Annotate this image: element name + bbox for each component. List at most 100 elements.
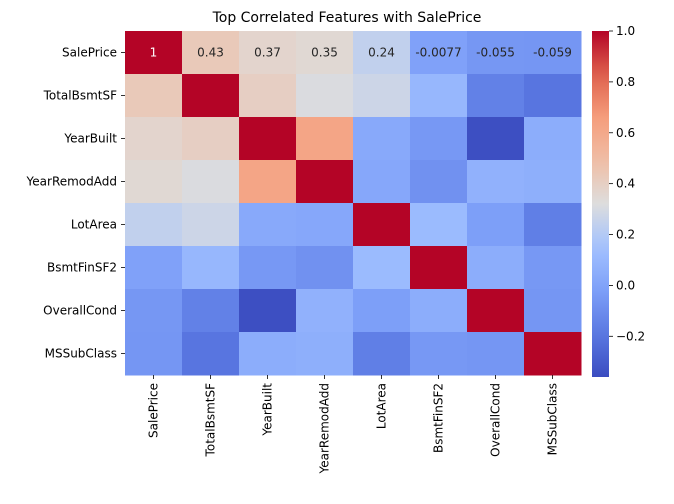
heatmap-cell <box>410 74 468 118</box>
heatmap-cell <box>239 289 297 333</box>
cell-annotation: -0.055 <box>476 46 515 60</box>
heatmap-cell <box>410 160 468 204</box>
cell-annotations: 1 0.43 0.37 0.35 0.24 -0.0077 -0.055 -0.059 <box>150 46 572 60</box>
heatmap-cell <box>410 246 468 290</box>
heatmap-cell <box>296 160 354 204</box>
heatmap-cell <box>467 160 525 204</box>
heatmap-cell <box>524 117 582 161</box>
heatmap-cell <box>296 203 354 247</box>
cell-annotation: 0.43 <box>197 46 224 60</box>
cell-annotation: 1 <box>150 46 158 60</box>
heatmap-cell <box>467 117 525 161</box>
colorbar-tick-label: 1.0 <box>616 24 635 38</box>
colorbar-tick-label: −0.2 <box>616 329 645 343</box>
x-axis-tick-labels: SalePrice TotalBsmtSF YearBuilt YearRemodAd… <box>147 375 560 474</box>
heatmap-cell <box>239 160 297 204</box>
heatmap-cell <box>467 332 525 376</box>
chart-title: Top Correlated Features with SalePrice <box>212 10 482 26</box>
heatmap-cell <box>239 203 297 247</box>
heatmap-cell <box>524 31 582 75</box>
heatmap-cell <box>353 246 411 290</box>
heatmap-cell <box>296 117 354 161</box>
heatmap-cell <box>182 160 240 204</box>
heatmap-cell <box>467 246 525 290</box>
y-axis-tick-labels: SalePrice TotalBsmtSF YearBuilt YearRemodAd… <box>26 46 125 361</box>
colorbar-tick-labels: 1.0 0.8 0.6 0.4 0.2 0.0 −0.2 <box>609 24 645 343</box>
colorbar-tick-label: 0.6 <box>616 126 635 140</box>
heatmap-cell <box>353 74 411 118</box>
heatmap-cell <box>296 332 354 376</box>
heatmap-cell <box>467 289 525 333</box>
heatmap-cell <box>353 31 411 75</box>
heatmap-cell <box>410 332 468 376</box>
x-tick-label: OverallCond <box>489 383 503 457</box>
heatmap-cell <box>524 74 582 118</box>
heatmap-cell <box>524 289 582 333</box>
heatmap-cell <box>353 332 411 376</box>
cell-annotation: -0.0077 <box>415 46 461 60</box>
cell-annotation: -0.059 <box>533 46 572 60</box>
colorbar-tick-label: 0.2 <box>616 228 635 242</box>
heatmap-cell <box>239 246 297 290</box>
x-tick-label: LotArea <box>375 383 389 429</box>
heatmap-cell <box>125 246 183 290</box>
x-tick-label: TotalBsmtSF <box>204 383 218 458</box>
x-tick-label: YearBuilt <box>261 383 275 437</box>
heatmap-cells <box>125 31 582 376</box>
heatmap-cell <box>239 74 297 118</box>
y-tick-label: BsmtFinSF2 <box>47 261 117 275</box>
y-tick-label: LotArea <box>71 218 117 232</box>
heatmap-cell <box>296 31 354 75</box>
heatmap-cell <box>353 203 411 247</box>
heatmap-cell <box>239 332 297 376</box>
y-tick-label: MSSubClass <box>45 347 117 361</box>
colorbar-tick-label: 0.0 <box>616 278 635 292</box>
cell-annotation: 0.24 <box>368 46 395 60</box>
heatmap-cell <box>467 74 525 118</box>
heatmap-cell <box>467 31 525 75</box>
heatmap-cell <box>410 117 468 161</box>
heatmap-cell <box>524 160 582 204</box>
heatmap-cell <box>125 160 183 204</box>
x-tick-label: BsmtFinSF2 <box>432 383 446 453</box>
cell-annotation: 0.37 <box>254 46 281 60</box>
heatmap-cell <box>410 203 468 247</box>
y-tick-label: TotalBsmtSF <box>43 89 118 103</box>
heatmap-cell <box>182 117 240 161</box>
heatmap-cell <box>467 203 525 247</box>
cell-annotation: 0.35 <box>311 46 338 60</box>
y-tick-label: YearBuilt <box>63 132 117 146</box>
heatmap-cell <box>353 160 411 204</box>
heatmap-cell <box>296 246 354 290</box>
heatmap-cell <box>182 31 240 75</box>
x-tick-label: MSSubClass <box>546 383 560 455</box>
heatmap-cell <box>125 117 183 161</box>
x-tick-label: SalePrice <box>147 383 161 438</box>
colorbar-tick-label: 0.8 <box>616 75 635 89</box>
heatmap-cell <box>182 74 240 118</box>
heatmap-cell <box>410 289 468 333</box>
heatmap-cell <box>182 246 240 290</box>
heatmap-cell <box>125 289 183 333</box>
heatmap-cell <box>182 332 240 376</box>
y-tick-label: SalePrice <box>62 46 117 60</box>
y-tick-label: YearRemodAdd <box>26 175 117 189</box>
y-tick-label: OverallCond <box>43 304 117 318</box>
colorbar: 1.0 0.8 0.6 0.4 0.2 0.0 −0.2 <box>592 24 645 377</box>
heatmap-cell <box>410 31 468 75</box>
heatmap-cell <box>353 289 411 333</box>
heatmap-cell <box>353 117 411 161</box>
heatmap-cell <box>524 246 582 290</box>
heatmap-cell <box>125 31 183 75</box>
heatmap-cell <box>182 289 240 333</box>
heatmap-cell <box>524 332 582 376</box>
heatmap-cell <box>239 31 297 75</box>
heatmap-cell <box>524 203 582 247</box>
colorbar-tick-label: 0.4 <box>616 177 635 191</box>
heatmap-cell <box>296 74 354 118</box>
heatmap-cell <box>125 332 183 376</box>
x-tick-label: YearRemodAdd <box>318 383 332 474</box>
heatmap-cell <box>182 203 240 247</box>
heatmap-cell <box>125 203 183 247</box>
